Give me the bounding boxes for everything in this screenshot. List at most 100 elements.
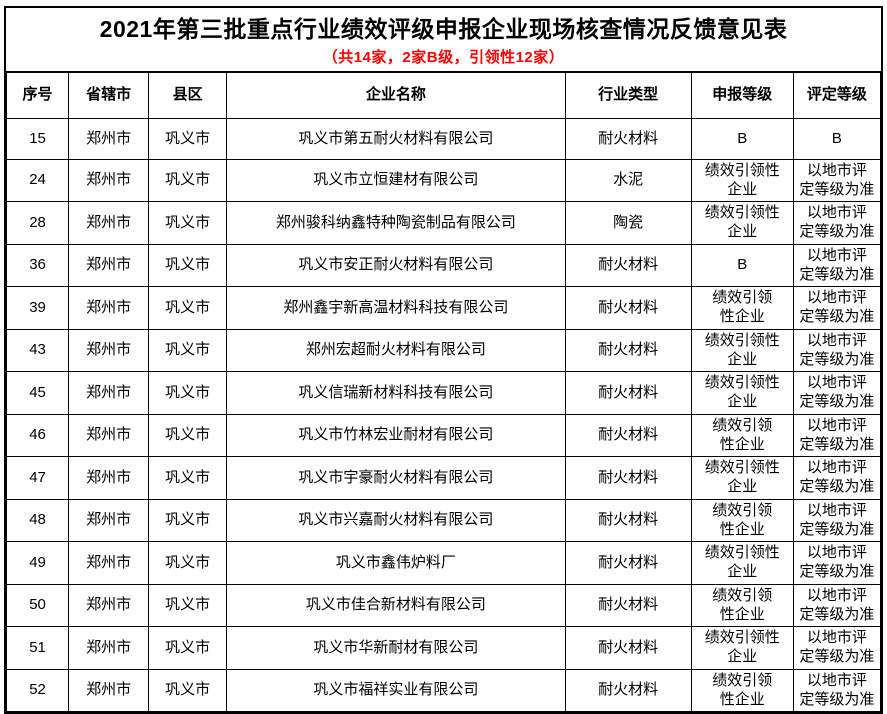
table-row: 52 郑州市 巩义市 巩义市福祥实业有限公司 耐火材料 绩效引领 性企业 以地市… (5, 668, 882, 713)
cell-company: 巩义市兴嘉耐火材料有限公司 (226, 498, 566, 543)
table-row: 15 郑州市 巩义市 巩义市第五耐火材料有限公司 耐火材料 B B (5, 117, 882, 160)
table-row: 39 郑州市 巩义市 郑州鑫宇新高温材料科技有限公司 耐火材料 绩效引领 性企业… (5, 286, 882, 330)
cell-assessed-grade: 以地市评 定等级为准 (792, 158, 882, 203)
cell-declared-grade: 绩效引领性 企业 (690, 371, 794, 415)
cell-city: 郑州市 (68, 626, 150, 670)
cell-city: 郑州市 (68, 201, 150, 245)
cell-company: 巩义市立恒建材有限公司 (226, 158, 566, 203)
cell-serial: 52 (5, 668, 70, 713)
report-subtitle: （共14家，2家B级，引领性12家） (322, 48, 565, 66)
table-row: 50 郑州市 巩义市 巩义市佳合新材料有限公司 耐火材料 绩效引领 性企业 以地… (5, 583, 882, 628)
cell-company: 巩义市华新耐材有限公司 (226, 626, 566, 670)
cell-industry: 耐火材料 (564, 413, 692, 458)
col-header-company: 企业名称 (226, 71, 566, 119)
cell-declared-grade: 绩效引领性 企业 (690, 626, 794, 670)
cell-city: 郑州市 (68, 371, 150, 415)
cell-county: 巩义市 (148, 456, 228, 500)
col-header-declared-grade: 申报等级 (690, 71, 794, 119)
cell-serial: 36 (5, 243, 70, 288)
cell-declared-grade: 绩效引领 性企业 (690, 286, 794, 330)
cell-company: 巩义市竹林宏业耐材有限公司 (226, 413, 566, 458)
table-row: 51 郑州市 巩义市 巩义市华新耐材有限公司 耐火材料 绩效引领性 企业 以地市… (5, 626, 882, 670)
cell-county: 巩义市 (148, 626, 228, 670)
report-sheet: 2021年第三批重点行业绩效评级申报企业现场核查情况反馈意见表 （共14家，2家… (4, 6, 883, 714)
cell-county: 巩义市 (148, 117, 228, 160)
cell-declared-grade: 绩效引领 性企业 (690, 498, 794, 543)
cell-declared-grade: 绩效引领性 企业 (690, 158, 794, 203)
table-row: 45 郑州市 巩义市 巩义信瑞新材料科技有限公司 耐火材料 绩效引领性 企业 以… (5, 371, 882, 415)
cell-industry: 耐火材料 (564, 243, 692, 288)
cell-county: 巩义市 (148, 541, 228, 585)
cell-declared-grade: 绩效引领 性企业 (690, 583, 794, 628)
cell-industry: 耐火材料 (564, 626, 692, 670)
cell-industry: 耐火材料 (564, 328, 692, 373)
cell-serial: 49 (5, 541, 70, 585)
cell-serial: 50 (5, 583, 70, 628)
cell-company: 巩义市福祥实业有限公司 (226, 668, 566, 713)
cell-serial: 24 (5, 158, 70, 203)
cell-industry: 耐火材料 (564, 583, 692, 628)
cell-county: 巩义市 (148, 328, 228, 373)
cell-city: 郑州市 (68, 328, 150, 373)
cell-declared-grade: 绩效引领性 企业 (690, 328, 794, 373)
cell-city: 郑州市 (68, 117, 150, 160)
cell-assessed-grade: 以地市评 定等级为准 (792, 626, 882, 670)
cell-company: 巩义市安正耐火材料有限公司 (226, 243, 566, 288)
cell-industry: 水泥 (564, 158, 692, 203)
table-row: 28 郑州市 巩义市 郑州骏科纳鑫特种陶瓷制品有限公司 陶瓷 绩效引领性 企业 … (5, 201, 882, 245)
cell-county: 巩义市 (148, 286, 228, 330)
cell-serial: 43 (5, 328, 70, 373)
cell-assessed-grade: 以地市评 定等级为准 (792, 243, 882, 288)
table-row: 49 郑州市 巩义市 巩义市鑫伟炉料厂 耐火材料 绩效引领性 企业 以地市评 定… (5, 541, 882, 585)
cell-assessed-grade: 以地市评 定等级为准 (792, 498, 882, 543)
cell-serial: 48 (5, 498, 70, 543)
cell-industry: 耐火材料 (564, 286, 692, 330)
cell-declared-grade: B (690, 117, 794, 160)
cell-county: 巩义市 (148, 201, 228, 245)
cell-company: 郑州骏科纳鑫特种陶瓷制品有限公司 (226, 201, 566, 245)
cell-industry: 陶瓷 (564, 201, 692, 245)
table-row: 24 郑州市 巩义市 巩义市立恒建材有限公司 水泥 绩效引领性 企业 以地市评 … (5, 158, 882, 203)
report-header: 2021年第三批重点行业绩效评级申报企业现场核查情况反馈意见表 （共14家，2家… (6, 8, 881, 72)
cell-city: 郑州市 (68, 541, 150, 585)
cell-city: 郑州市 (68, 286, 150, 330)
col-header-city: 省辖市 (68, 71, 150, 119)
cell-company: 巩义市鑫伟炉料厂 (226, 541, 566, 585)
cell-industry: 耐火材料 (564, 541, 692, 585)
cell-city: 郑州市 (68, 668, 150, 713)
table-row: 43 郑州市 巩义市 郑州宏超耐火材料有限公司 耐火材料 绩效引领性 企业 以地… (5, 328, 882, 373)
cell-assessed-grade: 以地市评 定等级为准 (792, 371, 882, 415)
cell-company: 郑州宏超耐火材料有限公司 (226, 328, 566, 373)
table-row: 46 郑州市 巩义市 巩义市竹林宏业耐材有限公司 耐火材料 绩效引领 性企业 以… (5, 413, 882, 458)
cell-industry: 耐火材料 (564, 117, 692, 160)
cell-city: 郑州市 (68, 158, 150, 203)
table-row: 36 郑州市 巩义市 巩义市安正耐火材料有限公司 耐火材料 B 以地市评 定等级… (5, 243, 882, 288)
cell-serial: 45 (5, 371, 70, 415)
cell-city: 郑州市 (68, 456, 150, 500)
cell-serial: 28 (5, 201, 70, 245)
cell-declared-grade: 绩效引领性 企业 (690, 456, 794, 500)
table-row: 48 郑州市 巩义市 巩义市兴嘉耐火材料有限公司 耐火材料 绩效引领 性企业 以… (5, 498, 882, 543)
cell-assessed-grade: 以地市评 定等级为准 (792, 413, 882, 458)
cell-county: 巩义市 (148, 243, 228, 288)
cell-assessed-grade: 以地市评 定等级为准 (792, 328, 882, 373)
table-row: 47 郑州市 巩义市 巩义市宇豪耐火材料有限公司 耐火材料 绩效引领性 企业 以… (5, 456, 882, 500)
col-header-assessed-grade: 评定等级 (792, 71, 882, 119)
cell-declared-grade: B (690, 243, 794, 288)
cell-serial: 46 (5, 413, 70, 458)
cell-assessed-grade: 以地市评 定等级为准 (792, 286, 882, 330)
cell-company: 巩义信瑞新材料科技有限公司 (226, 371, 566, 415)
cell-city: 郑州市 (68, 583, 150, 628)
cell-city: 郑州市 (68, 413, 150, 458)
col-header-serial: 序号 (5, 71, 70, 119)
cell-declared-grade: 绩效引领 性企业 (690, 668, 794, 713)
cell-city: 郑州市 (68, 498, 150, 543)
cell-declared-grade: 绩效引领性 企业 (690, 541, 794, 585)
report-title: 2021年第三批重点行业绩效评级申报企业现场核查情况反馈意见表 (99, 16, 788, 42)
cell-company: 巩义市第五耐火材料有限公司 (226, 117, 566, 160)
cell-industry: 耐火材料 (564, 498, 692, 543)
cell-county: 巩义市 (148, 413, 228, 458)
cell-serial: 51 (5, 626, 70, 670)
cell-declared-grade: 绩效引领性 企业 (690, 201, 794, 245)
cell-industry: 耐火材料 (564, 456, 692, 500)
